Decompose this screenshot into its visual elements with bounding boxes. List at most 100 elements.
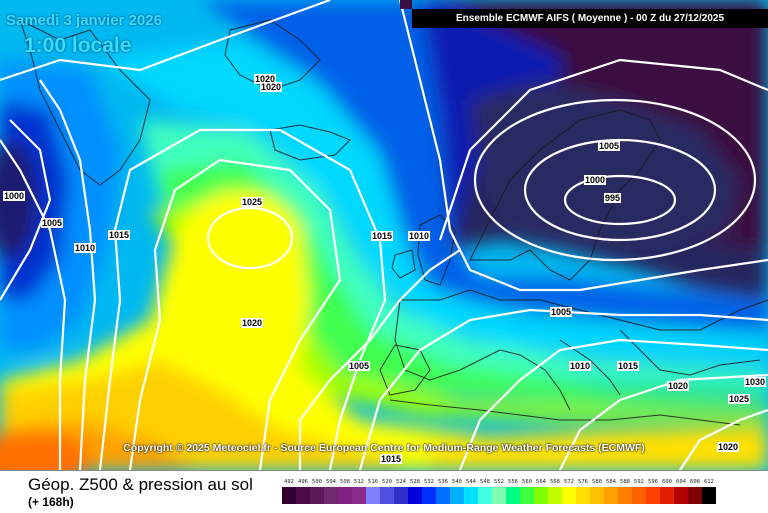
scale-label: 592 [634,479,644,485]
scale-swatch [450,487,464,504]
geopotential-field [0,0,768,470]
scale-label: 536 [438,479,448,485]
isobar-label: 1010 [569,361,592,371]
isobar-label: 1020 [260,82,283,92]
isobar-label: 1005 [598,141,621,151]
scale-cell: 500 [310,478,324,504]
scale-cell: 600 [660,478,674,504]
isobar-label: 1010 [74,243,97,253]
scale-swatch [464,487,478,504]
scale-cell: 504 [324,478,338,504]
isobar-label: 1005 [348,361,371,371]
scale-cell: 492 [282,478,296,504]
scale-swatch [310,487,324,504]
scale-label: 588 [620,479,630,485]
model-banner: Ensemble ECMWF AIFS ( Moyenne ) - 00 Z d… [412,9,768,28]
scale-swatch [688,487,702,504]
scale-swatch [548,487,562,504]
scale-label: 608 [690,479,700,485]
isobar-label: 1015 [617,361,640,371]
scale-cell: 608 [688,478,702,504]
scale-swatch [366,487,380,504]
forecast-date: Samedi 3 janvier 2026 [6,12,162,29]
scale-cell: 544 [464,478,478,504]
scale-swatch [604,487,618,504]
scale-swatch [506,487,520,504]
scale-label: 516 [368,479,378,485]
scale-swatch [478,487,492,504]
scale-swatch [632,487,646,504]
isobar-label: 1005 [41,218,64,228]
scale-label: 600 [662,479,672,485]
isobar-label: 1020 [241,318,264,328]
isobar-label: 1030 [744,377,767,387]
forecast-time: 1:00 locale [24,34,132,57]
scale-cell: 508 [338,478,352,504]
scale-label: 548 [480,479,490,485]
isobar-label: 1000 [3,191,26,201]
copyright-notice: Copyright © 2025 Meteociel.fr - Source E… [123,442,645,454]
scale-cell: 524 [394,478,408,504]
scale-cell: 516 [366,478,380,504]
scale-label: 612 [704,479,714,485]
scale-swatch [282,487,296,504]
scale-swatch [534,487,548,504]
color-scale: 492 496 500 504 508 512 516 520 524 528 532 536 540 5… [282,478,716,504]
scale-label: 512 [354,479,364,485]
scale-swatch [590,487,604,504]
scale-cell: 552 [492,478,506,504]
scale-label: 540 [452,479,462,485]
scale-label: 568 [550,479,560,485]
isobar-label: 1000 [584,175,607,185]
isobar-label: 1010 [408,231,431,241]
scale-cell: 568 [548,478,562,504]
scale-swatch [618,487,632,504]
scale-cell: 612 [702,478,716,504]
scale-label: 572 [564,479,574,485]
scale-cell: 572 [562,478,576,504]
scale-swatch [394,487,408,504]
scale-cell: 512 [352,478,366,504]
scale-label: 556 [508,479,518,485]
isobar-label: 995 [604,193,622,203]
scale-cell: 556 [506,478,520,504]
scale-cell: 520 [380,478,394,504]
scale-label: 492 [284,479,294,485]
scale-label: 580 [592,479,602,485]
scale-swatch [520,487,534,504]
scale-swatch [408,487,422,504]
scale-label: 500 [312,479,322,485]
scale-label: 552 [494,479,504,485]
isobars [0,0,768,470]
scale-swatch [436,487,450,504]
scale-swatch [422,487,436,504]
scale-swatch [492,487,506,504]
scale-cell: 540 [450,478,464,504]
scale-cell: 588 [618,478,632,504]
scale-cell: 564 [534,478,548,504]
scale-swatch [646,487,660,504]
scale-label: 584 [606,479,616,485]
scale-label: 524 [396,479,406,485]
legend-bar: Géop. Z500 & pression au sol (+ 168h) 49… [0,470,768,513]
isobar-label: 1020 [254,74,277,84]
isobar-label: 1025 [241,197,264,207]
scale-cell: 536 [436,478,450,504]
isobar-label: 1020 [667,381,690,391]
scale-label: 576 [578,479,588,485]
scale-cell: 604 [674,478,688,504]
scale-swatch [380,487,394,504]
scale-cell: 580 [590,478,604,504]
scale-cell: 496 [296,478,310,504]
isobar-label: 1005 [550,307,573,317]
scale-cell: 576 [576,478,590,504]
legend-subtitle: (+ 168h) [28,495,74,509]
scale-swatch [702,487,716,504]
scale-cell: 596 [646,478,660,504]
scale-label: 564 [536,479,546,485]
scale-swatch [338,487,352,504]
scale-label: 596 [648,479,658,485]
scale-cell: 560 [520,478,534,504]
scale-label: 496 [298,479,308,485]
scale-label: 532 [424,479,434,485]
